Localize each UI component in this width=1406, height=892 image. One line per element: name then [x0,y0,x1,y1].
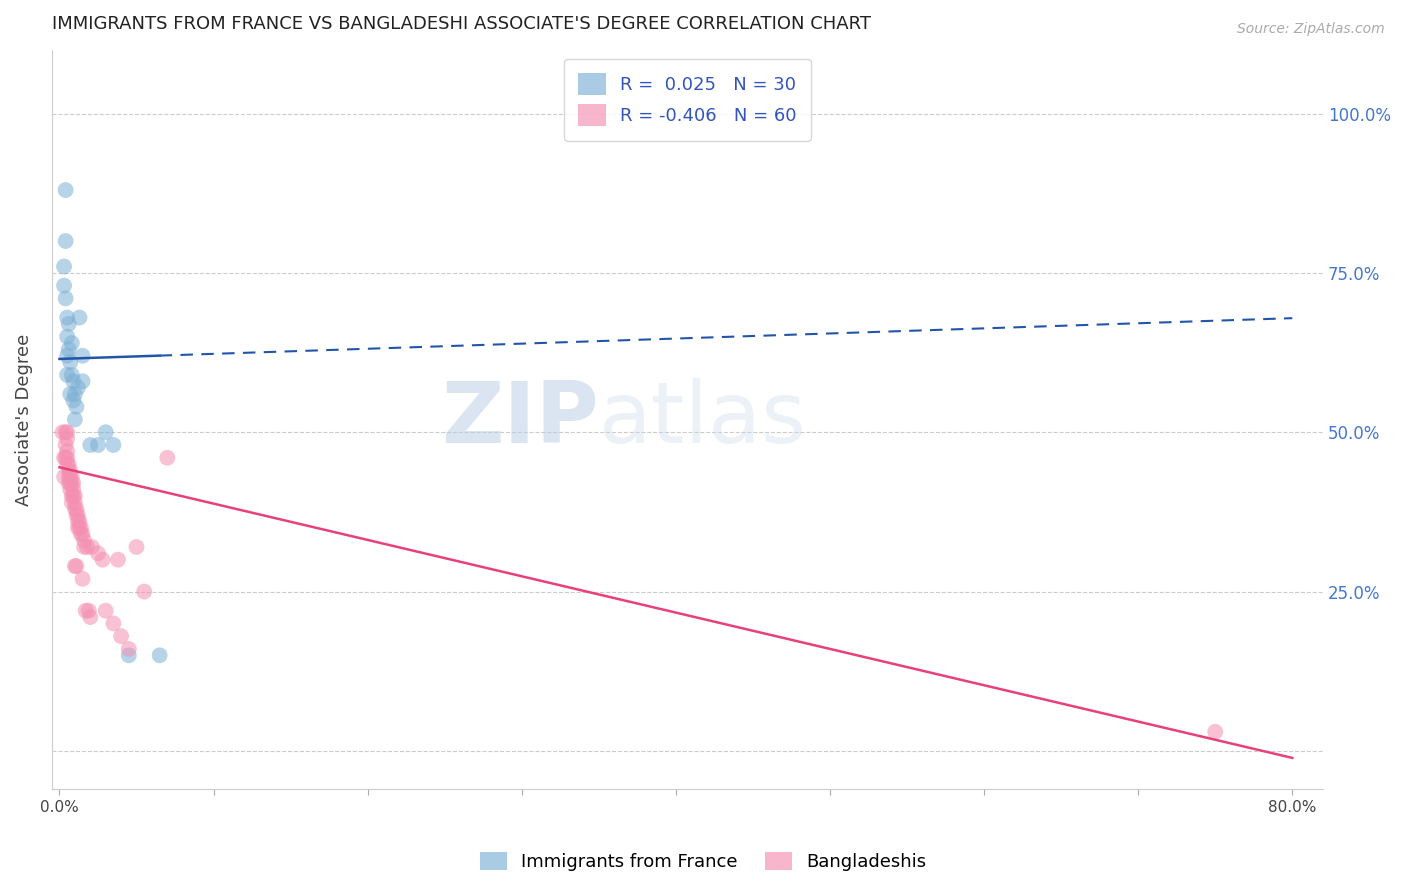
Point [56,444,79,458]
Point [62,483,84,497]
Point [75,604,97,618]
Point [62,393,84,408]
Point [94,604,117,618]
Text: atlas: atlas [599,378,807,461]
Point [156,450,179,465]
Legend: R =  0.025   N = 30, R = -0.406   N = 60: R = 0.025 N = 30, R = -0.406 N = 60 [564,59,811,141]
Point [51,425,73,440]
Point [59,476,82,491]
Point [53,470,76,484]
Point [63,489,86,503]
Point [65,501,87,516]
Point [58,343,80,357]
Point [94,425,117,440]
Point [62,489,84,503]
Point [72,349,94,363]
Point [65,400,87,414]
Point [55,234,77,248]
Point [87,546,110,560]
Point [63,412,86,426]
Point [110,629,132,643]
Point [65,508,87,522]
Point [69,515,91,529]
Point [53,450,76,465]
Point [79,610,101,624]
Point [56,310,79,325]
Point [66,381,89,395]
Point [59,463,82,477]
Point [118,648,141,663]
Y-axis label: Associate's Degree: Associate's Degree [15,334,32,506]
Point [58,457,80,471]
Point [55,183,77,197]
Point [56,457,79,471]
Point [63,501,86,516]
Point [66,508,89,522]
Point [59,470,82,484]
Point [53,260,76,274]
Point [63,559,86,574]
Point [73,533,96,548]
Point [59,387,82,401]
Point [60,495,83,509]
Point [60,368,83,382]
Point [76,540,98,554]
Point [58,476,80,491]
Point [66,521,89,535]
Point [55,438,77,452]
Point [77,604,100,618]
Point [72,527,94,541]
Point [63,387,86,401]
Point [63,495,86,509]
Text: Source: ZipAtlas.com: Source: ZipAtlas.com [1237,22,1385,37]
Point [55,292,77,306]
Point [125,540,148,554]
Point [118,641,141,656]
Point [55,425,77,440]
Point [56,425,79,440]
Point [56,450,79,465]
Point [80,540,103,554]
Point [62,374,84,388]
Point [56,432,79,446]
Point [58,463,80,477]
Point [56,329,79,343]
Point [58,317,80,331]
Point [87,438,110,452]
Point [69,310,91,325]
Point [60,470,83,484]
Point [73,540,96,554]
Point [103,438,125,452]
Point [55,450,77,465]
Point [59,483,82,497]
Point [103,616,125,631]
Point [149,648,172,663]
Point [65,559,87,574]
Point [1204,724,1226,739]
Point [59,355,82,369]
Point [70,527,93,541]
Text: IMMIGRANTS FROM FRANCE VS BANGLADESHI ASSOCIATE'S DEGREE CORRELATION CHART: IMMIGRANTS FROM FRANCE VS BANGLADESHI AS… [52,15,870,33]
Point [134,584,156,599]
Point [69,521,91,535]
Point [56,349,79,363]
Point [58,470,80,484]
Point [60,476,83,491]
Point [79,438,101,452]
Point [72,374,94,388]
Point [60,336,83,351]
Text: ZIP: ZIP [440,378,599,461]
Point [107,552,129,566]
Legend: Immigrants from France, Bangladeshis: Immigrants from France, Bangladeshis [472,845,934,879]
Point [62,476,84,491]
Point [70,521,93,535]
Point [66,515,89,529]
Point [53,278,76,293]
Point [72,572,94,586]
Point [56,368,79,382]
Point [91,552,114,566]
Point [60,489,83,503]
